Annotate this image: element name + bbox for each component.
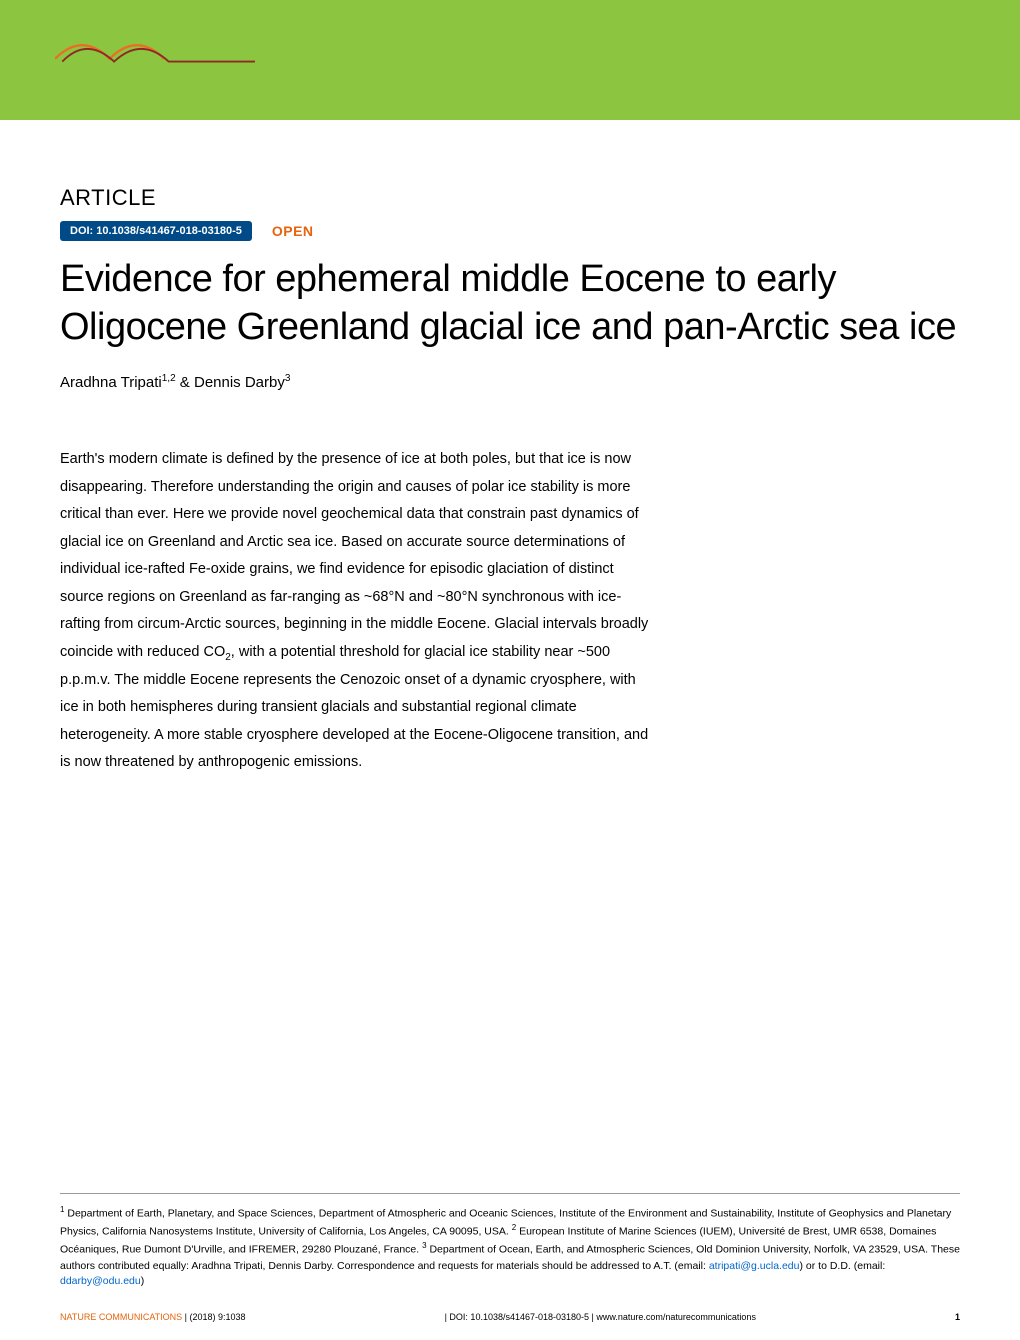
abstract-text: Earth's modern climate is defined by the… [60,446,650,777]
affiliations-block: 1 Department of Earth, Planetary, and Sp… [60,1193,960,1290]
logo-text-nature: nature [55,115,255,120]
affiliation-3c: ) [141,1275,145,1287]
abstract-part1: Earth's modern climate is defined by the… [60,451,648,660]
corresponding-email-2[interactable]: ddarby@odu.edu [60,1275,141,1287]
corresponding-email-1[interactable]: atripati@g.ucla.edu [709,1260,800,1272]
article-type-label: ARTICLE [60,185,960,211]
doi-row: DOI: 10.1038/s41467-018-03180-5 OPEN [60,221,960,241]
footer-left: NATURE COMMUNICATIONS | (2018) 9:1038 [60,1312,246,1322]
authors-line: Aradhna Tripati1,2 & Dennis Darby3 [60,373,960,391]
affiliation-3b: ) or to D.D. (email: [799,1260,885,1272]
journal-banner: nature COMMUNICATIONS [0,0,1020,120]
footer-journal-name: NATURE COMMUNICATIONS [60,1312,182,1322]
author-ampersand: & Dennis Darby [176,374,285,391]
article-content: ARTICLE DOI: 10.1038/s41467-018-03180-5 … [0,120,1020,777]
author-2-sup: 3 [285,373,291,384]
author-1: Aradhna Tripati [60,374,162,391]
article-title: Evidence for ephemeral middle Eocene to … [60,256,960,351]
journal-logo: nature COMMUNICATIONS [55,25,255,120]
logo-swoosh-icon [55,25,255,70]
open-access-badge: OPEN [272,223,314,239]
author-1-sup: 1,2 [162,373,176,384]
page-footer: NATURE COMMUNICATIONS | (2018) 9:1038 | … [60,1312,960,1322]
footer-doi: | DOI: 10.1038/s41467-018-03180-5 | www.… [445,1312,756,1322]
footer-citation: | (2018) 9:1038 [182,1312,245,1322]
abstract-part2: , with a potential threshold for glacial… [60,644,648,771]
page-number: 1 [955,1312,960,1322]
doi-badge: DOI: 10.1038/s41467-018-03180-5 [60,221,252,241]
